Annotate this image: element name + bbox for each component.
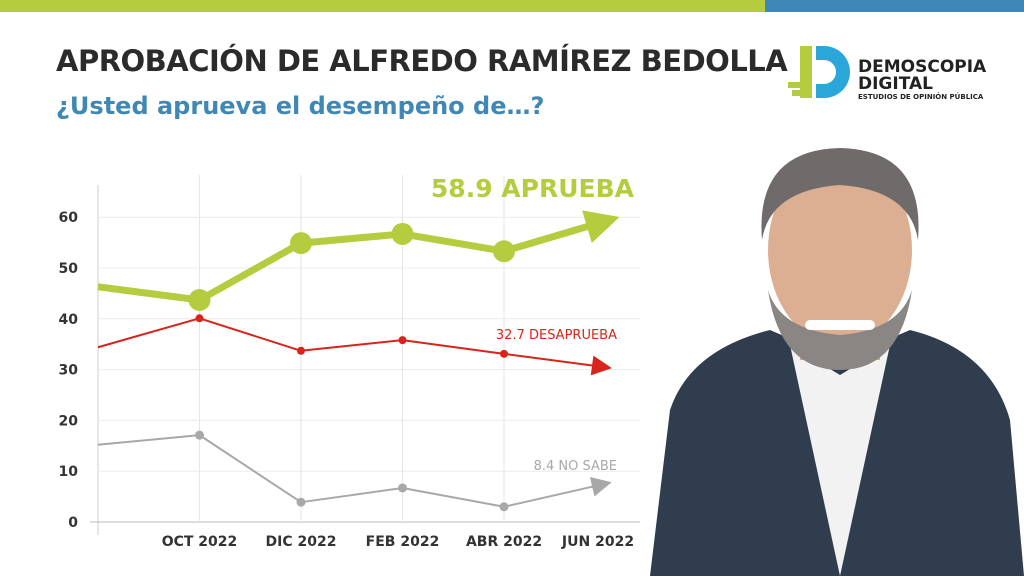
data-point (398, 483, 407, 493)
series-label: 32.7 DESAPRUEBA (496, 328, 617, 343)
portrait-photo (650, 148, 1024, 576)
y-tick-label: 50 (59, 261, 79, 277)
data-point (188, 289, 211, 312)
y-tick-label: 10 (59, 464, 79, 480)
x-tick-label: DIC 2022 (266, 534, 337, 550)
x-tick-label: OCT 2022 (162, 534, 238, 550)
data-point (195, 314, 204, 323)
trend-arrow (589, 476, 612, 497)
series-line-aprueba (97, 219, 601, 304)
data-point (296, 497, 306, 507)
data-point (398, 336, 407, 345)
data-point (499, 502, 509, 512)
series-label: 8.4 NO SABE (534, 459, 617, 474)
data-point (391, 222, 414, 245)
page-title: APROBACIÓN DE ALFREDO RAMÍREZ BEDOLLA (56, 44, 788, 78)
x-tick-label: JUN 2022 (561, 534, 634, 550)
logo-line1: DEMOSCOPIA (858, 57, 986, 77)
data-point (195, 430, 204, 440)
series-line-no-sabe (97, 434, 601, 508)
trend-arrow (590, 355, 612, 376)
approval-chart: 0 10 20 30 40 50 60 OCT 2022 DIC 2022 FEB 2022 ABR… (59, 174, 640, 550)
x-tick-label: FEB 2022 (366, 534, 440, 550)
y-tick-label: 60 (59, 210, 79, 226)
top-accent-bar-blue (765, 0, 1024, 12)
data-point (493, 240, 515, 263)
logo-tagline: ESTUDIOS DE OPINIÓN PÚBLICA (858, 92, 984, 101)
y-tick-label: 0 (68, 515, 78, 531)
y-tick-label: 20 (59, 413, 79, 429)
data-point (290, 232, 312, 255)
series-line-desaprueba (97, 317, 601, 368)
y-tick-label: 40 (59, 312, 79, 328)
page-subtitle: ¿Usted aprueva el desempeño de…? (56, 92, 545, 120)
series-label: 58.9 APRUEBA (431, 174, 635, 203)
data-point (297, 346, 305, 355)
top-accent-bar-green (0, 0, 765, 12)
demoscopia-logo: DEMOSCOPIA DIGITAL ESTUDIOS DE OPINIÓN P… (788, 46, 986, 101)
x-tick-label: ABR 2022 (466, 534, 542, 550)
trend-arrow (582, 210, 620, 243)
y-tick-label: 30 (59, 363, 79, 379)
data-point (500, 349, 508, 358)
logo-line2: DIGITAL (858, 74, 933, 94)
